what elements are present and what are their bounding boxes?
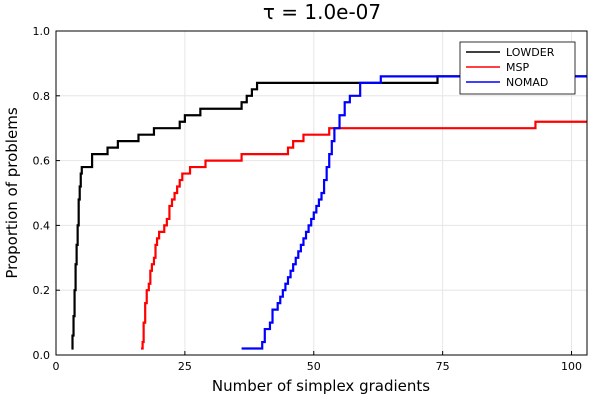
y-tick-label: 0.6 xyxy=(33,155,51,168)
plot-frame xyxy=(55,30,588,356)
y-tick-label: 0.2 xyxy=(33,284,51,297)
legend: LOWDER MSP NOMAD xyxy=(459,41,576,95)
legend-label-msp: MSP xyxy=(506,61,529,74)
series-line-nomad xyxy=(241,75,587,350)
y-tick-label: 1.0 xyxy=(33,25,51,38)
y-axis-label: Proportion of problems xyxy=(3,107,21,278)
x-tick-label: 0 xyxy=(53,360,60,373)
legend-label-lowder: LOWDER xyxy=(506,46,555,59)
y-tick-label: 0.8 xyxy=(33,90,51,103)
x-tick-label: 50 xyxy=(307,360,321,373)
y-tick-label: 0.0 xyxy=(33,349,51,362)
y-tick-label: 0.4 xyxy=(33,219,51,232)
series-line-msp xyxy=(141,120,587,350)
legend-label-nomad: NOMAD xyxy=(506,76,548,89)
x-tick-label: 75 xyxy=(436,360,450,373)
x-axis-label: Number of simplex gradients xyxy=(212,377,430,395)
series-layer xyxy=(71,75,587,350)
x-tick-label: 100 xyxy=(561,360,582,373)
x-tick-label: 25 xyxy=(178,360,192,373)
legend-box xyxy=(459,41,576,95)
ticks: 0 25 50 75 100 0.0 0.2 0.4 0.6 0.8 1.0 xyxy=(33,25,583,373)
chart-title: τ = 1.0e-07 xyxy=(263,0,381,24)
series-line-lowder xyxy=(71,75,587,350)
